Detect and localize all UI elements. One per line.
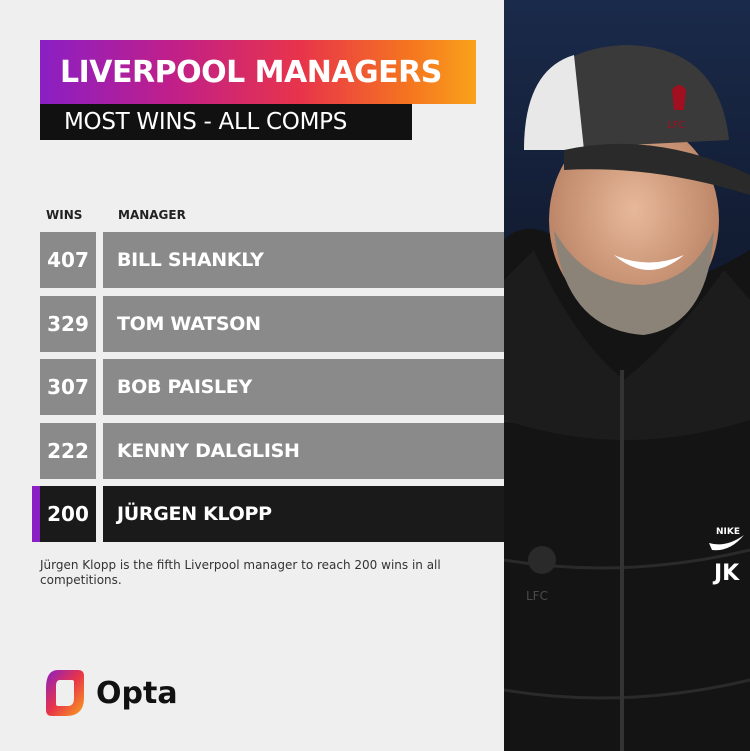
manager-cell: BILL SHANKLY	[103, 232, 504, 288]
row-accent	[32, 423, 40, 479]
manager-table: 407 BILL SHANKLY 329 TOM WATSON 307 BOB PAISL…	[32, 232, 504, 550]
cap-badge-text: LFC	[667, 120, 685, 131]
opta-logo-icon	[46, 670, 84, 716]
table-row: 222 KENNY DALGLISH	[32, 422, 504, 479]
manager-cell: TOM WATSON	[103, 295, 504, 352]
wins-cell: 200	[40, 486, 96, 542]
row-accent	[32, 232, 40, 288]
photo-illustration: LFC LFC NIKE JK	[504, 0, 750, 751]
footnote: Jürgen Klopp is the fifth Liverpool mana…	[40, 558, 441, 587]
subtitle-banner: MOST WINS - ALL COMPS	[40, 104, 412, 140]
table-row: 307 BOB PAISLEY	[32, 359, 504, 415]
table-row: 329 TOM WATSON	[32, 295, 504, 352]
manager-photo: LFC LFC NIKE JK	[504, 0, 750, 751]
wins-cell: 222	[40, 422, 96, 479]
chest-badge-text: LFC	[526, 589, 548, 603]
nike-logo: NIKE JK	[709, 527, 744, 586]
table-row: 200 JÜRGEN KLOPP	[32, 486, 504, 542]
infographic-panel: LIVERPOOL MANAGERS MOST WINS - ALL COMPS…	[32, 40, 504, 718]
title-banner: LIVERPOOL MANAGERS	[40, 40, 476, 104]
cap-badge-icon: LFC	[667, 85, 686, 131]
manager-cell: BOB PAISLEY	[103, 359, 504, 415]
row-accent	[32, 296, 40, 352]
swoosh-icon	[709, 535, 744, 551]
chest-badge-icon: LFC	[526, 546, 556, 603]
wins-cell: 307	[40, 359, 96, 415]
jacket-brand-text: NIKE	[716, 527, 740, 537]
column-header-wins: WINS	[46, 208, 83, 222]
chart-subtitle: MOST WINS - ALL COMPS	[64, 109, 348, 135]
manager-cell: JÜRGEN KLOPP	[103, 486, 504, 542]
opta-brand: Opta	[44, 668, 178, 718]
table-row: 407 BILL SHANKLY	[32, 232, 504, 288]
manager-cell: KENNY DALGLISH	[103, 422, 504, 479]
row-accent	[32, 359, 40, 415]
wins-cell: 407	[40, 232, 96, 288]
wins-cell: 329	[40, 295, 96, 352]
jacket-initials-text: JK	[712, 561, 740, 586]
chart-title: LIVERPOOL MANAGERS	[60, 54, 442, 90]
row-accent	[32, 486, 40, 542]
opta-wordmark: Opta	[96, 675, 178, 711]
column-header-manager: MANAGER	[118, 208, 186, 222]
